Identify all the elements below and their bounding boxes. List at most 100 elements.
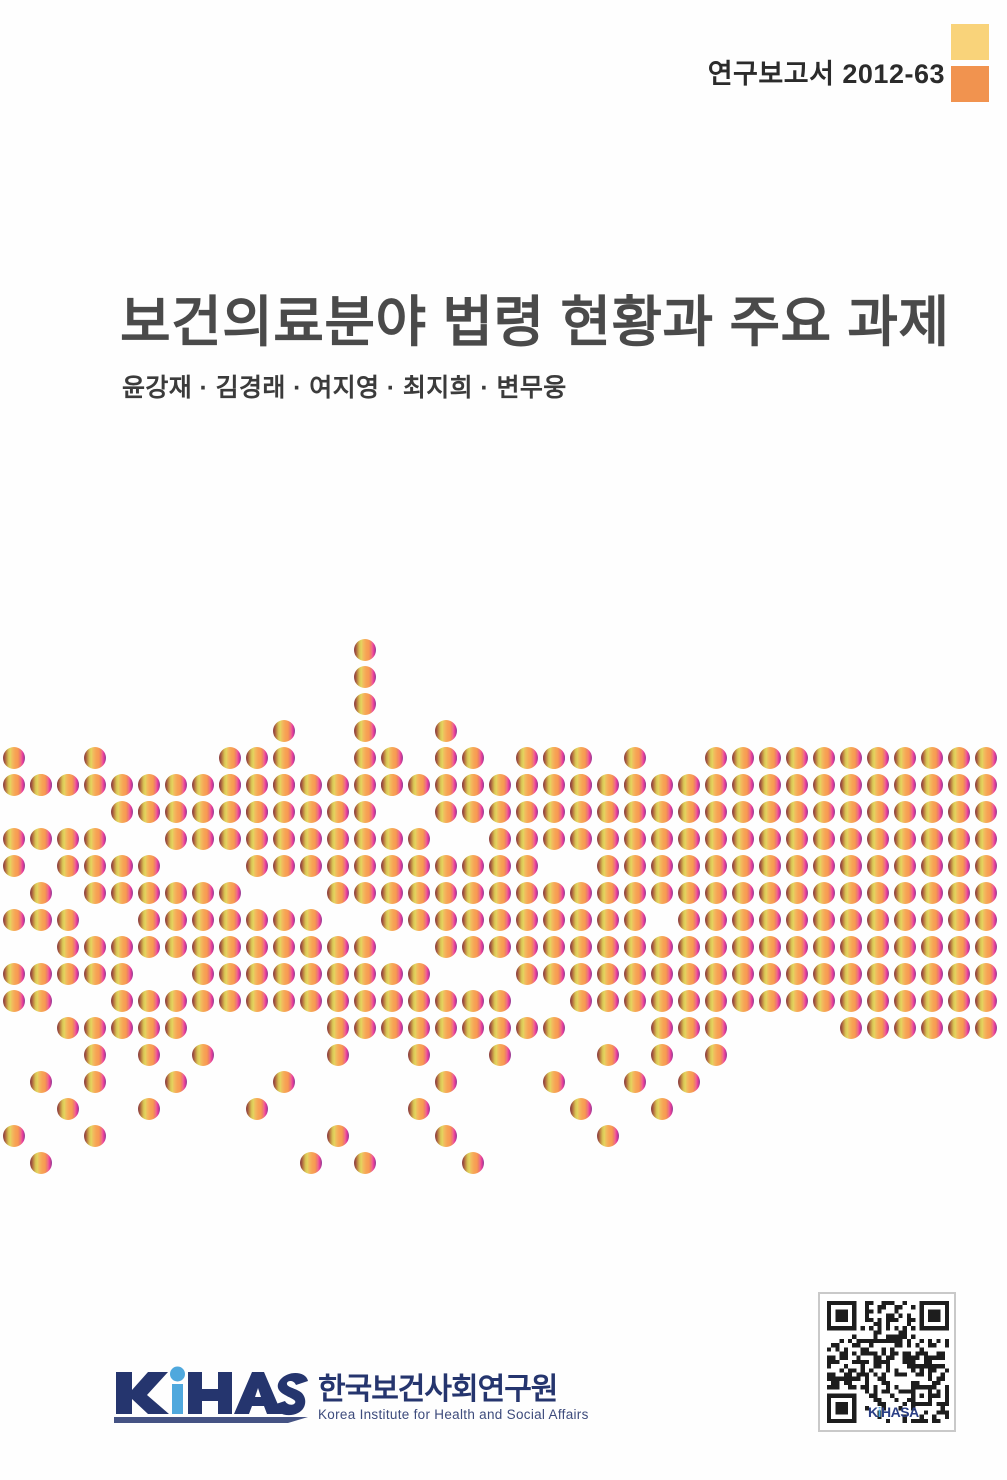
dot	[300, 1152, 322, 1174]
dot	[327, 774, 349, 796]
dot	[192, 909, 214, 931]
dot	[84, 936, 106, 958]
dot	[570, 774, 592, 796]
dot	[597, 990, 619, 1012]
header-color-swatches	[951, 24, 989, 102]
dot	[219, 882, 241, 904]
dot	[705, 1044, 727, 1066]
dot	[300, 774, 322, 796]
dot	[354, 720, 376, 742]
dot	[840, 855, 862, 877]
dot	[381, 774, 403, 796]
dot	[192, 882, 214, 904]
dot	[894, 801, 916, 823]
dot	[462, 801, 484, 823]
dot	[840, 909, 862, 931]
dot	[408, 828, 430, 850]
dot	[597, 855, 619, 877]
dot	[678, 801, 700, 823]
dot	[111, 882, 133, 904]
dot	[57, 963, 79, 985]
dot	[408, 855, 430, 877]
dot	[111, 963, 133, 985]
dot	[219, 936, 241, 958]
dot	[570, 936, 592, 958]
dot	[894, 990, 916, 1012]
dot	[327, 936, 349, 958]
dot	[813, 990, 835, 1012]
dot	[489, 1017, 511, 1039]
qr-code[interactable]: KiHASA	[818, 1292, 956, 1432]
dot	[300, 909, 322, 931]
dot	[975, 909, 997, 931]
dot	[732, 882, 754, 904]
dot	[786, 747, 808, 769]
dot	[30, 828, 52, 850]
dot	[543, 936, 565, 958]
dot	[786, 855, 808, 877]
dot	[381, 882, 403, 904]
dot	[597, 1044, 619, 1066]
dot	[867, 801, 889, 823]
dot	[462, 936, 484, 958]
dot	[948, 855, 970, 877]
dot	[246, 747, 268, 769]
dot	[489, 909, 511, 931]
dot	[138, 882, 160, 904]
dot	[300, 828, 322, 850]
dot	[624, 774, 646, 796]
dot	[354, 1152, 376, 1174]
dot	[975, 801, 997, 823]
dot	[624, 909, 646, 931]
qr-brand-rest: HASA	[881, 1404, 919, 1420]
dot	[948, 747, 970, 769]
dot	[570, 882, 592, 904]
dot	[435, 1017, 457, 1039]
dot	[894, 855, 916, 877]
dot	[3, 909, 25, 931]
dot	[921, 747, 943, 769]
dot	[489, 801, 511, 823]
dot	[543, 801, 565, 823]
dot	[570, 990, 592, 1012]
dot	[948, 990, 970, 1012]
dot	[975, 963, 997, 985]
dot	[840, 747, 862, 769]
dot	[30, 882, 52, 904]
dot	[651, 1098, 673, 1120]
dot	[489, 855, 511, 877]
dot	[921, 963, 943, 985]
dot	[705, 936, 727, 958]
dot	[786, 909, 808, 931]
dot	[408, 963, 430, 985]
dot	[678, 855, 700, 877]
swatch-yellow	[951, 24, 989, 60]
dot	[705, 855, 727, 877]
dot	[975, 882, 997, 904]
dot	[894, 1017, 916, 1039]
dot	[894, 747, 916, 769]
dot	[975, 828, 997, 850]
dot	[381, 828, 403, 850]
dot	[246, 1098, 268, 1120]
dot	[354, 774, 376, 796]
kihasa-name-block: 한국보건사회연구원 Korea Institute for Health and…	[318, 1372, 589, 1425]
dot	[786, 882, 808, 904]
dot	[624, 855, 646, 877]
dot	[570, 801, 592, 823]
dot	[813, 909, 835, 931]
dot	[300, 936, 322, 958]
dot	[651, 1044, 673, 1066]
dot	[759, 963, 781, 985]
dot	[651, 801, 673, 823]
dot	[705, 774, 727, 796]
dot	[327, 882, 349, 904]
kihasa-korean-name: 한국보건사회연구원	[318, 1372, 558, 1406]
dot	[840, 990, 862, 1012]
dot	[948, 909, 970, 931]
dot	[57, 774, 79, 796]
dot	[894, 963, 916, 985]
dot	[462, 855, 484, 877]
kihasa-english-name: Korea Institute for Health and Social Af…	[318, 1407, 589, 1422]
